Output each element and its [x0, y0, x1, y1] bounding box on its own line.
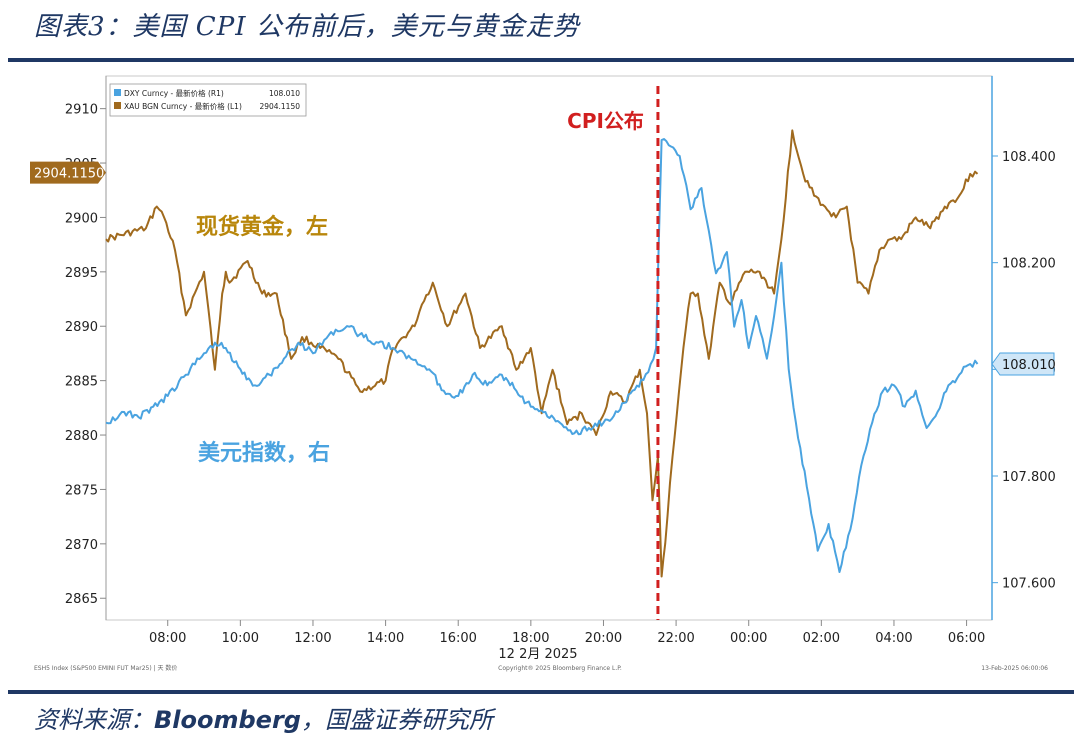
footer-left: ESH5 Index (S&P500 EMINI FUT Mar25) | 天 …: [34, 664, 177, 672]
cpi-event-label: CPI公布: [567, 109, 644, 133]
left-tick-label: 2900: [65, 211, 98, 226]
legend-label-dxy: DXY Curncy - 最新价格 (R1): [124, 88, 224, 98]
legend-swatch-xau: [114, 102, 121, 109]
x-tick-label: 00:00: [730, 631, 767, 646]
left-tick-label: 2865: [65, 592, 98, 607]
x-axis-label: 12 2月 2025: [498, 647, 577, 662]
source-prefix: 资料来源：: [34, 706, 154, 734]
right-tick-label: 108.200: [1002, 257, 1056, 272]
right-tick-label: 107.600: [1002, 577, 1056, 592]
right-tag-text: 108.010: [1002, 358, 1056, 373]
top-divider: [8, 58, 1074, 62]
page-title: 图表3：美国 CPI 公布前后，美元与黄金走势: [34, 12, 580, 42]
source-suffix: ，国盛证券研究所: [300, 706, 493, 734]
x-tick-label: 16:00: [439, 631, 476, 646]
x-tick-label: 18:00: [512, 631, 549, 646]
series-layer: [105, 129, 979, 578]
left-tick-label: 2885: [65, 375, 98, 390]
x-tick-label: 06:00: [948, 631, 985, 646]
bottom-divider: [8, 690, 1074, 694]
left-tick-label: 2910: [65, 103, 98, 118]
left-tag-text: 2904.1150: [34, 167, 104, 182]
legend-label-xau: XAU BGN Curncy - 最新价格 (L1): [124, 101, 242, 111]
left-tick-label: 2890: [65, 320, 98, 335]
x-tick-label: 14:00: [367, 631, 404, 646]
x-tick-label: 10:00: [222, 631, 259, 646]
source-note: 资料来源：Bloomberg，国盛证券研究所: [34, 700, 493, 735]
footer-center: Copyright® 2025 Bloomberg Finance L.P.: [498, 665, 622, 672]
left-last-value-tag: 2904.1150: [30, 161, 106, 184]
left-tick-label: 2870: [65, 538, 98, 553]
legend-value-dxy: 108.010: [269, 89, 300, 98]
x-tick-label: 04:00: [875, 631, 912, 646]
x-tick-label: 12:00: [294, 631, 331, 646]
x-tick-label: 08:00: [149, 631, 186, 646]
x-tick-label: 20:00: [585, 631, 622, 646]
chart: 2865287028752880288528902895290029052910…: [30, 75, 1056, 672]
x-axis-ticks: 08:00 10:00 12:00 14:00 16:00 18:00 20:00 22:00…: [149, 620, 985, 646]
plot-area: [105, 75, 993, 621]
right-tick-label: 108.400: [1002, 150, 1056, 165]
right-last-value-tag: 108.010: [991, 352, 1056, 376]
left-tick-label: 2880: [65, 429, 98, 444]
legend-swatch-dxy: [114, 89, 121, 96]
legend-value-xau: 2904.1150: [259, 102, 300, 111]
right-tick-label: 107.800: [1002, 470, 1056, 485]
gold-series-label: 现货黄金，左: [196, 214, 328, 240]
left-tag-shape: [30, 161, 106, 184]
footer-right: 13-Feb-2025 06:00:06: [981, 665, 1048, 672]
dxy-series-line: [105, 138, 979, 573]
gold-series-line: [105, 129, 979, 578]
x-tick-label: 02:00: [803, 631, 840, 646]
dxy-series-label: 美元指数，右: [198, 440, 330, 466]
left-tick-label: 2895: [65, 266, 98, 281]
left-tick-label: 2875: [65, 483, 98, 498]
right-tag-shape: [991, 352, 1055, 376]
legend-box: [109, 83, 307, 117]
x-tick-label: 22:00: [657, 631, 694, 646]
source-brand: Bloomberg: [154, 706, 301, 734]
legend: DXY Curncy - 最新价格 (R1) 108.010 XAU BGN C…: [109, 83, 307, 117]
